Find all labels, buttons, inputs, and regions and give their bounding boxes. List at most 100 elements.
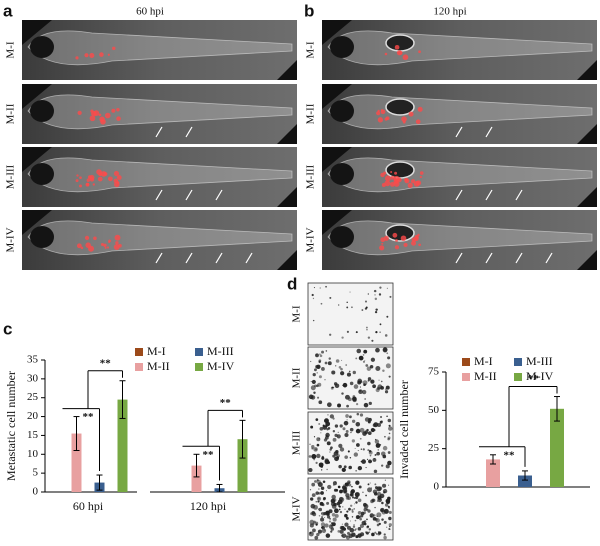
- cell-speck: [334, 383, 340, 389]
- micrograph: M-IV: [291, 477, 394, 541]
- cell-speck: [386, 415, 388, 418]
- cell-speck: [367, 420, 371, 424]
- image-corner: [322, 147, 352, 172]
- red-cell: [404, 178, 410, 184]
- cell-speck: [364, 417, 370, 422]
- image-corner: [22, 210, 52, 235]
- cell-speck: [356, 515, 361, 519]
- cell-speck: [348, 465, 352, 470]
- cell-speck: [337, 485, 341, 489]
- error-bar: [193, 453, 200, 478]
- cell-speck: [318, 492, 321, 495]
- panel-title: 120 hpi: [433, 6, 466, 18]
- cell-speck: [311, 445, 315, 449]
- red-cell: [90, 109, 94, 113]
- cell-speck: [341, 336, 344, 339]
- cell-speck: [382, 347, 388, 353]
- significance: **: [100, 357, 112, 369]
- cell-speck: [332, 386, 335, 389]
- cell-speck: [324, 379, 326, 381]
- red-cell: [415, 235, 419, 239]
- cell-speck: [367, 449, 370, 452]
- row-label: M-IV: [305, 227, 317, 252]
- cell-speck: [363, 507, 367, 512]
- cell-speck: [351, 306, 353, 309]
- cell-speck: [314, 480, 317, 483]
- cell-speck: [339, 424, 343, 428]
- cell-speck: [368, 531, 371, 533]
- cell-speck: [365, 494, 367, 497]
- red-cell: [377, 117, 384, 123]
- cell-speck: [330, 522, 334, 525]
- cell-speck: [324, 458, 329, 463]
- cell-speck: [326, 515, 331, 519]
- cell-speck: [342, 427, 346, 431]
- cell-speck: [352, 396, 357, 402]
- cell-speck: [329, 414, 335, 419]
- micrograph: M-I: [291, 282, 394, 346]
- bar: [518, 475, 532, 487]
- cell-speck: [380, 380, 383, 383]
- arrow: [545, 252, 553, 264]
- cell-speck: [344, 486, 348, 490]
- cell-speck: [346, 306, 349, 309]
- row-label: M-III: [5, 164, 17, 189]
- row-label: M-IV: [291, 496, 303, 521]
- arrow: [185, 126, 193, 138]
- cell-speck: [335, 365, 337, 367]
- arrow: [215, 189, 223, 201]
- red-cell: [84, 53, 89, 58]
- cell-speck: [366, 366, 372, 371]
- cell-speck: [320, 522, 326, 527]
- cell-speck: [371, 339, 374, 342]
- cell-speck: [364, 398, 367, 400]
- significance: **: [504, 449, 516, 461]
- cell-speck: [355, 428, 361, 434]
- cell-speck: [315, 461, 318, 464]
- row-label: M-IV: [5, 227, 17, 252]
- y-tick-label: 30: [27, 372, 39, 384]
- cell-speck: [374, 453, 377, 456]
- cell-speck: [314, 368, 317, 372]
- cell-speck: [364, 300, 368, 303]
- cell-speck: [388, 484, 390, 486]
- cell-speck: [357, 510, 362, 515]
- cell-speck: [330, 446, 333, 450]
- cell-speck: [379, 323, 382, 326]
- cell-speck: [341, 523, 343, 525]
- cell-speck: [365, 364, 369, 367]
- cell-speck: [345, 493, 350, 498]
- cell-speck: [354, 519, 357, 522]
- cell-speck: [359, 437, 362, 440]
- cell-speck: [318, 462, 324, 468]
- bar: [486, 459, 500, 487]
- red-cell: [97, 176, 103, 182]
- cell-speck: [370, 427, 375, 433]
- red-cell: [100, 242, 104, 247]
- cell-speck: [375, 387, 380, 393]
- cell-speck: [311, 293, 314, 297]
- red-cell: [392, 232, 398, 238]
- arrow: [185, 252, 193, 264]
- cell-speck: [362, 389, 367, 395]
- y-axis-label: Invaded cell number: [397, 380, 411, 479]
- cell-speck: [348, 483, 352, 487]
- cell-speck: [342, 506, 344, 508]
- red-cell: [79, 184, 82, 188]
- cell-speck: [386, 526, 388, 528]
- cell-speck: [376, 491, 382, 497]
- cell-speck: [384, 390, 389, 394]
- legend-swatch: [195, 363, 203, 371]
- red-cell: [380, 109, 386, 115]
- cell-speck: [366, 518, 368, 521]
- cell-speck: [326, 441, 331, 446]
- cell-speck: [363, 502, 367, 507]
- cell-speck: [375, 331, 378, 334]
- cell-speck: [324, 361, 328, 365]
- red-cell: [377, 109, 380, 113]
- cell-speck: [384, 435, 386, 438]
- cell-speck: [383, 535, 387, 540]
- cell-speck: [320, 302, 323, 305]
- row-label: M-I: [291, 305, 303, 322]
- legend-label: M-II: [147, 359, 170, 373]
